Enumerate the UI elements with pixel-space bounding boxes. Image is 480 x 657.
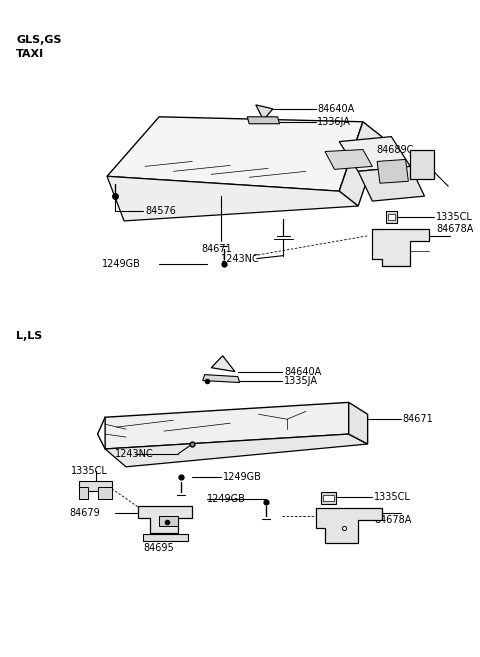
Polygon shape [138,507,192,533]
Polygon shape [211,356,235,372]
Polygon shape [339,137,410,171]
Text: GLS,GS: GLS,GS [16,35,61,45]
Polygon shape [315,509,382,543]
Text: 84671: 84671 [202,244,232,254]
Polygon shape [203,374,240,382]
Polygon shape [377,160,408,183]
Polygon shape [325,150,372,170]
Text: 1336JA: 1336JA [317,117,351,127]
Text: TAXI: TAXI [16,49,44,59]
Polygon shape [143,534,188,541]
Text: 1335CL: 1335CL [71,466,108,476]
Text: 84689C: 84689C [376,145,414,154]
Polygon shape [358,166,424,201]
Polygon shape [79,481,112,491]
Polygon shape [410,150,434,179]
Text: 84640A: 84640A [317,104,355,114]
Polygon shape [159,516,178,526]
Text: 84695: 84695 [143,543,174,553]
Text: 84640A: 84640A [284,367,322,376]
Polygon shape [107,117,363,191]
Text: 1335CL: 1335CL [436,212,473,222]
Text: 84678A: 84678A [374,515,412,526]
Text: 1243NC: 1243NC [221,254,260,263]
Polygon shape [372,229,429,265]
Polygon shape [256,105,273,120]
Text: 1249GB: 1249GB [223,472,262,482]
Polygon shape [387,214,395,220]
Polygon shape [105,434,368,467]
Polygon shape [97,487,112,499]
Text: 84679: 84679 [69,509,100,518]
Text: 84671: 84671 [403,414,433,424]
Polygon shape [321,491,336,503]
Text: 84678A: 84678A [436,224,473,234]
Text: 84576: 84576 [145,206,176,216]
Polygon shape [385,211,397,223]
Polygon shape [247,117,279,124]
Text: L,LS: L,LS [16,331,42,341]
Polygon shape [107,176,358,221]
Text: 1335JA: 1335JA [284,376,318,386]
Polygon shape [339,122,382,206]
Text: 1335CL: 1335CL [374,491,411,501]
Polygon shape [79,487,88,499]
Text: 1249GB: 1249GB [206,493,245,503]
Polygon shape [348,402,368,444]
Polygon shape [105,402,348,449]
Text: 1243NC: 1243NC [115,449,153,459]
Polygon shape [323,495,335,501]
Text: 1249GB: 1249GB [102,259,141,269]
